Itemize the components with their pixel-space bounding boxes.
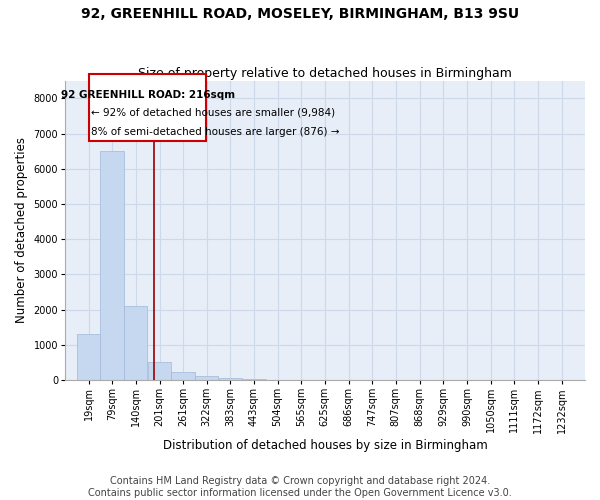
Bar bbox=[124, 306, 148, 380]
Bar bbox=[242, 379, 266, 380]
Bar bbox=[171, 372, 194, 380]
Text: 92, GREENHILL ROAD, MOSELEY, BIRMINGHAM, B13 9SU: 92, GREENHILL ROAD, MOSELEY, BIRMINGHAM,… bbox=[81, 8, 519, 22]
Text: 8% of semi-detached houses are larger (876) →: 8% of semi-detached houses are larger (8… bbox=[91, 126, 340, 136]
X-axis label: Distribution of detached houses by size in Birmingham: Distribution of detached houses by size … bbox=[163, 440, 487, 452]
Text: ← 92% of detached houses are smaller (9,984): ← 92% of detached houses are smaller (9,… bbox=[91, 108, 335, 118]
Bar bbox=[219, 378, 242, 380]
Title: Size of property relative to detached houses in Birmingham: Size of property relative to detached ho… bbox=[138, 66, 512, 80]
Bar bbox=[148, 362, 171, 380]
Bar bbox=[100, 151, 124, 380]
FancyBboxPatch shape bbox=[89, 74, 206, 140]
Bar bbox=[195, 376, 218, 380]
Bar bbox=[77, 334, 100, 380]
Text: Contains HM Land Registry data © Crown copyright and database right 2024.
Contai: Contains HM Land Registry data © Crown c… bbox=[88, 476, 512, 498]
Y-axis label: Number of detached properties: Number of detached properties bbox=[15, 138, 28, 324]
Text: 92 GREENHILL ROAD: 216sqm: 92 GREENHILL ROAD: 216sqm bbox=[61, 90, 235, 100]
